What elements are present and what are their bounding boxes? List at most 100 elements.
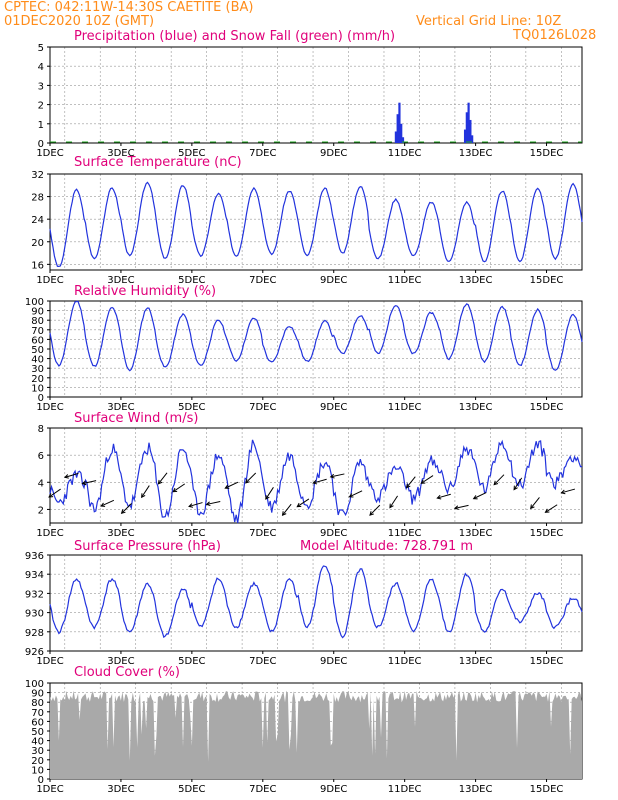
precip-title: Precipitation (blue) and Snow Fall (gree… xyxy=(74,29,396,44)
wind-arrow xyxy=(389,495,398,508)
x-tick-label: 5DEC xyxy=(178,275,205,286)
wind-arrow xyxy=(245,472,257,484)
y-tick-label: 20 xyxy=(31,238,44,249)
wind-arrow xyxy=(100,499,115,507)
y-tick-label: 8 xyxy=(38,424,44,435)
x-tick-label: 15DEC xyxy=(530,148,564,159)
header-code: TQ0126L028 xyxy=(513,28,597,43)
wind-arrow-head xyxy=(48,493,54,498)
x-tick-label: 3DEC xyxy=(107,784,134,795)
wind-arrow xyxy=(141,485,150,498)
y-tick-label: 0 xyxy=(38,139,44,150)
wind-arrow-head xyxy=(560,489,566,495)
x-tick-label: 5DEC xyxy=(178,784,205,795)
x-tick-label: 3DEC xyxy=(107,275,134,286)
wind-arrow xyxy=(121,503,132,514)
header-source-line: CPTEC: 042:11W-14:30S CAETITE (BA) xyxy=(4,0,254,15)
y-tick-label: 932 xyxy=(25,589,44,600)
wind-arrow xyxy=(493,474,505,486)
y-tick-label: 70 xyxy=(31,326,44,337)
wind-arrow-head xyxy=(141,493,146,499)
series-line xyxy=(49,565,583,639)
x-tick-label: 9DEC xyxy=(320,656,347,667)
y-tick-label: 40 xyxy=(31,355,44,366)
x-tick-label: 7DEC xyxy=(249,148,276,159)
wind-arrow xyxy=(473,492,487,500)
y-tick-label: 90 xyxy=(31,307,44,318)
wind-arrow xyxy=(48,488,61,498)
plot-frame xyxy=(49,427,583,524)
x-tick-label: 3DEC xyxy=(107,148,134,159)
x-tick-label: 3DEC xyxy=(107,656,134,667)
y-tick-label: 100 xyxy=(25,297,44,308)
y-tick-label: 90 xyxy=(31,689,44,700)
y-tick-label: 100 xyxy=(25,679,44,690)
y-tick-label: 80 xyxy=(31,698,44,709)
wind-arrow xyxy=(406,476,416,488)
x-tick-label: 5DEC xyxy=(178,148,205,159)
panel-2 xyxy=(47,300,583,400)
wind-arrow xyxy=(530,497,540,509)
precip-bar xyxy=(396,114,399,143)
y-tick-label: 928 xyxy=(25,628,44,639)
precip-bar xyxy=(467,102,470,143)
y-tick-label: 40 xyxy=(31,737,44,748)
y-tick-label: 28 xyxy=(31,193,44,204)
cloud-cover-area xyxy=(50,690,582,779)
wind-title: Surface Wind (m/s) xyxy=(74,411,199,426)
x-tick-label: 3DEC xyxy=(107,528,134,539)
y-tick-label: 30 xyxy=(31,364,44,375)
wind-arrow xyxy=(545,504,558,513)
wind-arrow xyxy=(296,498,310,508)
precip-bar xyxy=(398,102,401,143)
x-tick-label: 15DEC xyxy=(530,528,564,539)
wind-arrow-head xyxy=(472,495,478,500)
x-tick-label: 13DEC xyxy=(459,656,493,667)
y-tick-label: 2 xyxy=(38,505,44,516)
x-tick-label: 13DEC xyxy=(459,784,493,795)
wind-arrow-head xyxy=(224,484,230,489)
wind-arrow-head xyxy=(453,505,459,510)
wind-arrow xyxy=(82,480,97,485)
x-tick-label: 13DEC xyxy=(459,148,493,159)
y-tick-label: 70 xyxy=(31,708,44,719)
plot-frame xyxy=(49,300,583,398)
wind-arrow-head xyxy=(63,474,69,479)
y-tick-label: 50 xyxy=(31,727,44,738)
x-tick-label: 5DEC xyxy=(178,656,205,667)
temperature-title: Surface Temperature (nC) xyxy=(74,155,242,170)
y-tick-label: 50 xyxy=(31,345,44,356)
wind-arrow xyxy=(225,481,239,489)
x-tick-label: 15DEC xyxy=(530,656,564,667)
x-tick-label: 5DEC xyxy=(178,528,205,539)
x-tick-label: 15DEC xyxy=(530,275,564,286)
y-tick-label: 10 xyxy=(31,765,44,776)
y-tick-label: 30 xyxy=(31,746,44,757)
x-tick-label: 13DEC xyxy=(459,528,493,539)
y-tick-label: 60 xyxy=(31,335,44,346)
x-tick-label: 11DEC xyxy=(388,275,422,286)
x-tick-label: 1DEC xyxy=(36,402,63,413)
precip-bar xyxy=(469,119,472,143)
wind-arrow-head xyxy=(120,509,126,515)
wind-arrow-head xyxy=(530,504,535,510)
y-tick-label: 3 xyxy=(38,81,44,92)
plot-frame xyxy=(49,554,583,652)
wind-arrow-head xyxy=(369,511,374,516)
wind-arrow xyxy=(313,478,327,484)
y-tick-label: 16 xyxy=(31,260,44,271)
wind-arrow xyxy=(282,503,292,516)
panel-3 xyxy=(47,427,583,526)
wind-arrow xyxy=(158,472,168,485)
wind-arrow xyxy=(513,477,523,490)
y-tick-label: 24 xyxy=(31,215,44,226)
y-tick-label: 4 xyxy=(38,478,44,489)
y-tick-label: 5 xyxy=(38,43,44,54)
x-tick-label: 15DEC xyxy=(530,402,564,413)
wind-arrow-head xyxy=(513,485,518,491)
wind-arrow xyxy=(454,504,469,509)
x-tick-label: 13DEC xyxy=(459,275,493,286)
wind-arrow xyxy=(206,500,221,505)
wind-arrow xyxy=(349,490,363,498)
x-tick-label: 9DEC xyxy=(320,528,347,539)
